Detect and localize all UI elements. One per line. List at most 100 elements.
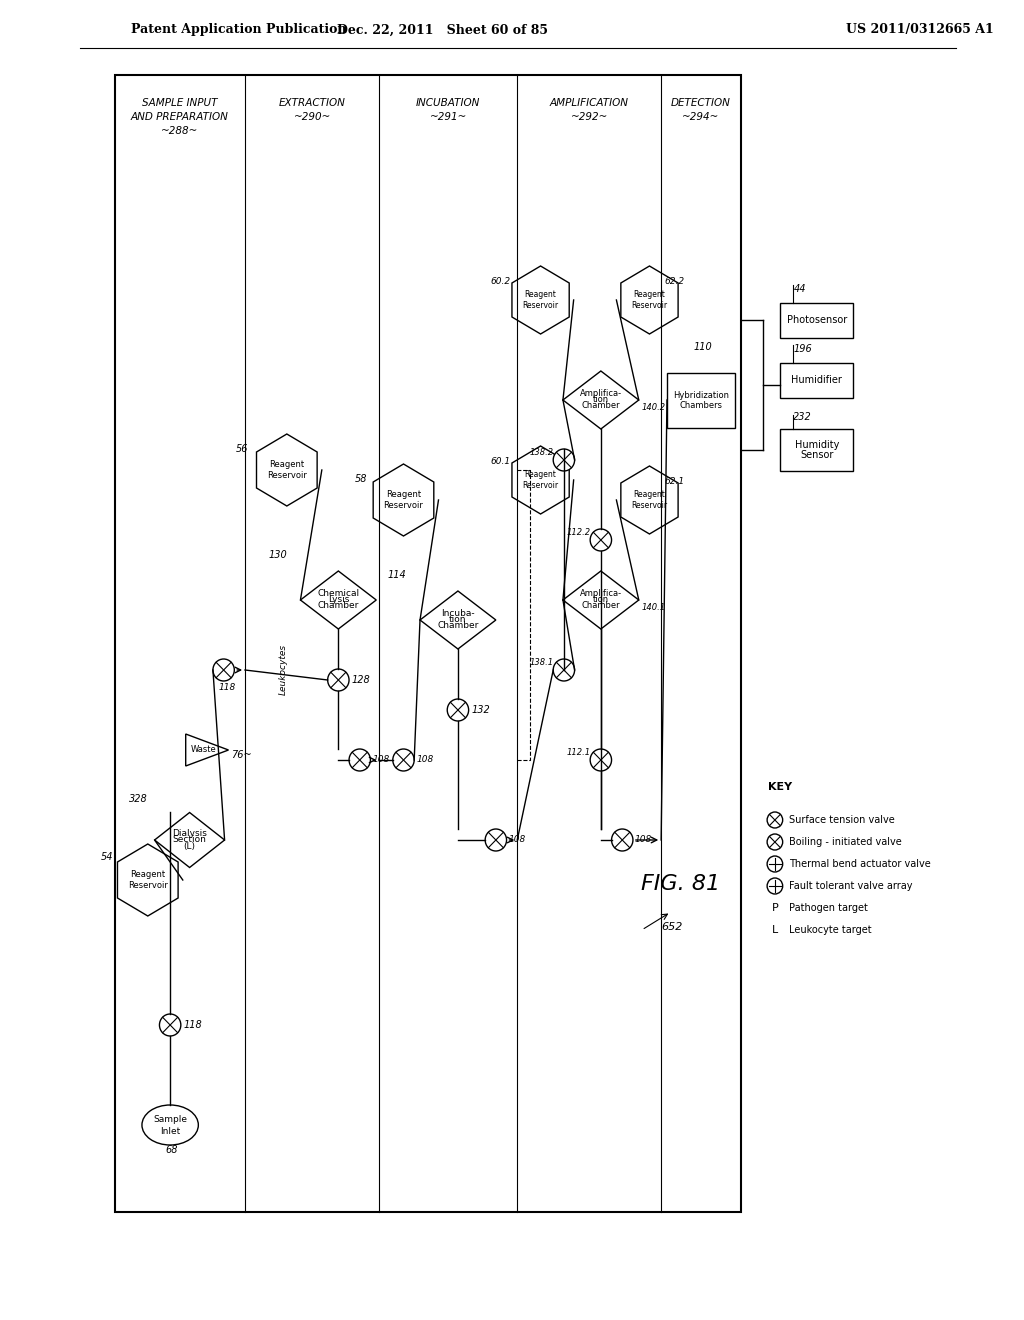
Text: Dialysis: Dialysis <box>172 829 207 838</box>
FancyBboxPatch shape <box>667 372 735 428</box>
Polygon shape <box>256 434 317 506</box>
FancyBboxPatch shape <box>115 75 741 1212</box>
Text: FIG. 81: FIG. 81 <box>641 874 720 894</box>
Text: Chemical: Chemical <box>317 590 359 598</box>
Text: 328: 328 <box>129 795 148 804</box>
Circle shape <box>447 700 469 721</box>
Text: 140.1: 140.1 <box>642 603 666 612</box>
Text: Dec. 22, 2011   Sheet 60 of 85: Dec. 22, 2011 Sheet 60 of 85 <box>337 24 548 37</box>
Text: L: L <box>772 925 778 935</box>
Text: Section: Section <box>173 836 207 845</box>
Text: Waste: Waste <box>190 746 216 755</box>
Text: Reagent
Reservoir: Reagent Reservoir <box>384 490 424 510</box>
Circle shape <box>160 1014 181 1036</box>
Polygon shape <box>621 466 678 535</box>
Text: 132: 132 <box>471 705 490 715</box>
Polygon shape <box>563 371 639 429</box>
Text: Reagent
Reservoir: Reagent Reservoir <box>267 461 307 479</box>
Text: 118: 118 <box>219 682 236 692</box>
Text: 56: 56 <box>237 444 249 454</box>
Ellipse shape <box>142 1105 199 1144</box>
Circle shape <box>767 878 782 894</box>
Text: P: P <box>771 903 778 913</box>
Polygon shape <box>512 446 569 513</box>
Text: Amplifica-: Amplifica- <box>580 590 622 598</box>
Text: Surface tension valve: Surface tension valve <box>790 814 895 825</box>
Text: Hybridization: Hybridization <box>673 391 729 400</box>
Text: Humidifier: Humidifier <box>792 375 842 385</box>
Text: Chamber: Chamber <box>582 602 621 610</box>
Text: Amplifica-: Amplifica- <box>580 389 622 399</box>
Text: Reagent
Reservoir: Reagent Reservoir <box>632 490 668 510</box>
FancyBboxPatch shape <box>780 363 853 397</box>
Polygon shape <box>420 591 496 649</box>
Text: 114: 114 <box>388 570 407 579</box>
Text: Reagent
Reservoir: Reagent Reservoir <box>522 290 559 310</box>
Circle shape <box>553 449 574 471</box>
Text: 128: 128 <box>352 675 371 685</box>
Text: Leukocytes: Leukocytes <box>279 643 288 694</box>
Circle shape <box>485 829 507 851</box>
Text: 130: 130 <box>268 550 287 560</box>
Text: Reagent
Reservoir: Reagent Reservoir <box>522 470 559 490</box>
Text: Chamber: Chamber <box>437 622 478 631</box>
Text: US 2011/0312665 A1: US 2011/0312665 A1 <box>846 24 993 37</box>
Text: Reagent
Reservoir: Reagent Reservoir <box>128 870 168 890</box>
Text: 54: 54 <box>101 851 114 862</box>
Text: Chambers: Chambers <box>680 400 723 409</box>
Circle shape <box>611 829 633 851</box>
Text: tion: tion <box>593 396 609 404</box>
Text: KEY: KEY <box>768 781 793 792</box>
Polygon shape <box>563 572 639 630</box>
Text: Humidity: Humidity <box>795 440 839 450</box>
Text: Photosensor: Photosensor <box>786 315 847 325</box>
Text: Patent Application Publication: Patent Application Publication <box>131 24 347 37</box>
Text: Sensor: Sensor <box>800 450 834 459</box>
Text: 108: 108 <box>416 755 433 764</box>
Text: 60.1: 60.1 <box>490 457 510 466</box>
Text: EXTRACTION
~290~: EXTRACTION ~290~ <box>279 98 345 121</box>
Text: 196: 196 <box>794 345 812 354</box>
Text: 108: 108 <box>635 836 652 843</box>
Text: Sample: Sample <box>154 1115 187 1125</box>
Text: AMPLIFICATION
~292~: AMPLIFICATION ~292~ <box>550 98 629 121</box>
Text: Incuba-: Incuba- <box>441 610 475 619</box>
Polygon shape <box>300 572 376 630</box>
Text: 76~: 76~ <box>231 750 252 760</box>
Circle shape <box>767 834 782 850</box>
Text: Chamber: Chamber <box>317 602 359 610</box>
Text: 44: 44 <box>794 284 806 294</box>
Text: tion: tion <box>593 595 609 605</box>
Polygon shape <box>373 465 434 536</box>
Circle shape <box>590 748 611 771</box>
Circle shape <box>590 529 611 550</box>
Text: 112.1: 112.1 <box>567 748 591 756</box>
Text: 118: 118 <box>183 1020 203 1030</box>
Polygon shape <box>155 813 224 867</box>
FancyBboxPatch shape <box>780 429 853 471</box>
Text: DETECTION
~294~: DETECTION ~294~ <box>671 98 731 121</box>
Text: Inlet: Inlet <box>160 1127 180 1137</box>
Circle shape <box>213 659 234 681</box>
Text: Boiling - initiated valve: Boiling - initiated valve <box>790 837 902 847</box>
Text: 138.2: 138.2 <box>529 447 554 457</box>
Text: Thermal bend actuator valve: Thermal bend actuator valve <box>790 859 931 869</box>
FancyBboxPatch shape <box>780 302 853 338</box>
Text: 108: 108 <box>373 755 389 764</box>
Text: SAMPLE INPUT
AND PREPARATION
~288~: SAMPLE INPUT AND PREPARATION ~288~ <box>131 98 228 136</box>
Polygon shape <box>621 267 678 334</box>
Text: 62.2: 62.2 <box>664 277 684 286</box>
Polygon shape <box>185 734 228 766</box>
Circle shape <box>767 812 782 828</box>
Text: 652: 652 <box>662 921 683 932</box>
Text: Lysis: Lysis <box>328 595 349 605</box>
Circle shape <box>553 659 574 681</box>
Text: 60.2: 60.2 <box>490 277 510 286</box>
Text: (L): (L) <box>183 842 196 850</box>
Text: 138.1: 138.1 <box>529 657 554 667</box>
Text: 58: 58 <box>355 474 368 484</box>
Circle shape <box>328 669 349 690</box>
Circle shape <box>767 855 782 873</box>
Text: tion: tion <box>450 615 467 624</box>
Text: 140.2: 140.2 <box>642 403 666 412</box>
